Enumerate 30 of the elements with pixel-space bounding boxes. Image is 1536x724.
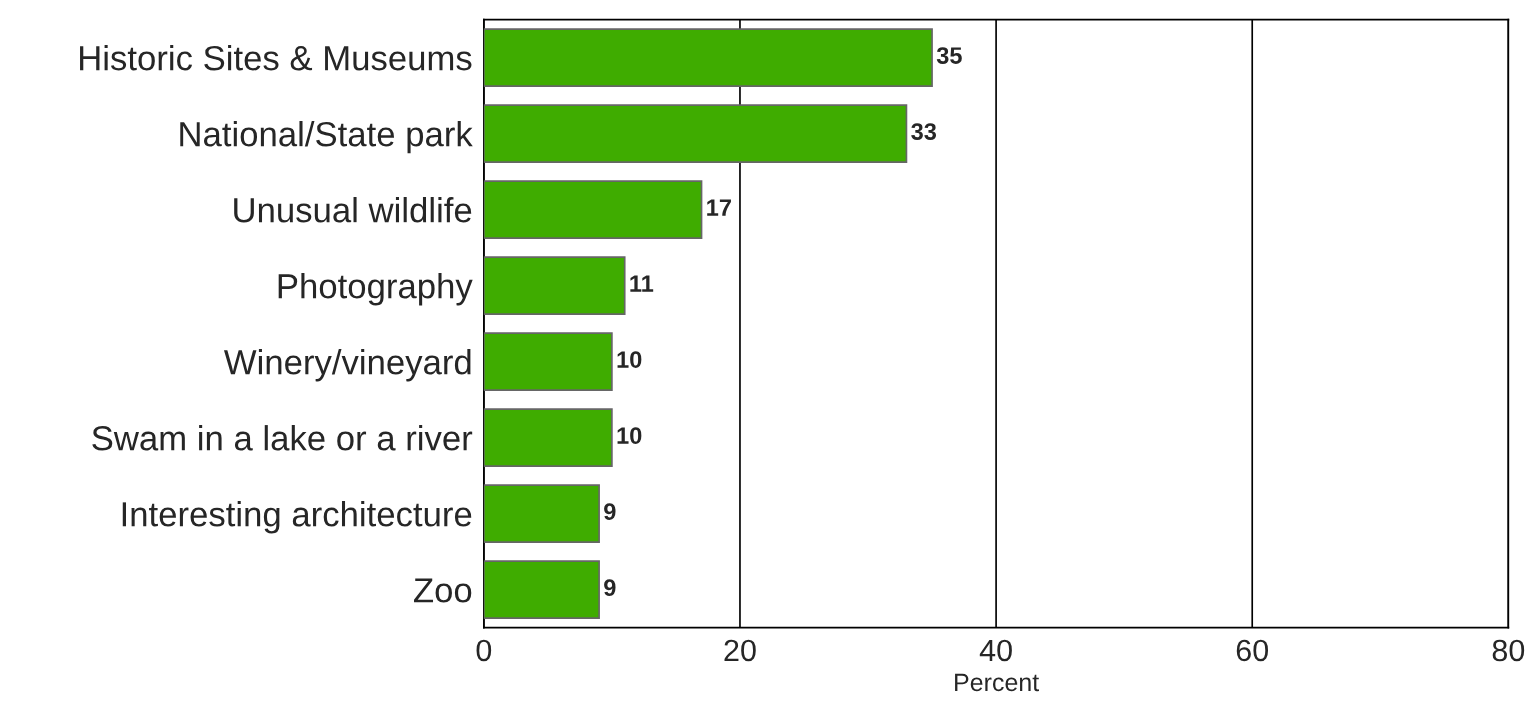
data-label: 17 [707, 199, 731, 216]
bar [483, 256, 626, 315]
data-label: 35 [936, 47, 962, 64]
y-tick-label: Interesting architecture [122, 501, 472, 534]
data-label: 9 [604, 579, 616, 597]
bar [483, 560, 600, 620]
bar [483, 408, 613, 468]
x-tick-label: 40 [979, 639, 1012, 662]
data-label: 10 [617, 351, 642, 368]
bar [483, 484, 600, 544]
bar [483, 28, 933, 87]
x-tick-label: 80 [1492, 639, 1525, 662]
x-tick-label: 0 [476, 639, 492, 662]
bar [483, 104, 908, 163]
x-axis-title: Percent [955, 673, 1039, 692]
data-label: 10 [617, 427, 642, 444]
y-tick-label: Swam in a lake or a river [92, 425, 473, 451]
y-tick-label: Historic Sites & Museums [80, 44, 472, 71]
y-tick-label: National/State park [180, 121, 473, 154]
bar [483, 332, 613, 391]
y-tick-label: Photography [278, 273, 473, 306]
x-tick-label: 20 [724, 639, 756, 662]
bar [483, 180, 703, 239]
y-tick-label: Unusual wildlife [234, 197, 472, 223]
data-label: 9 [604, 503, 616, 521]
y-tick-label: Winery/vineyard [223, 349, 471, 382]
x-tick-label: 60 [1236, 639, 1269, 662]
data-label: 11 [630, 275, 654, 292]
data-label: 33 [911, 123, 937, 140]
y-tick-label: Zoo [414, 578, 472, 603]
